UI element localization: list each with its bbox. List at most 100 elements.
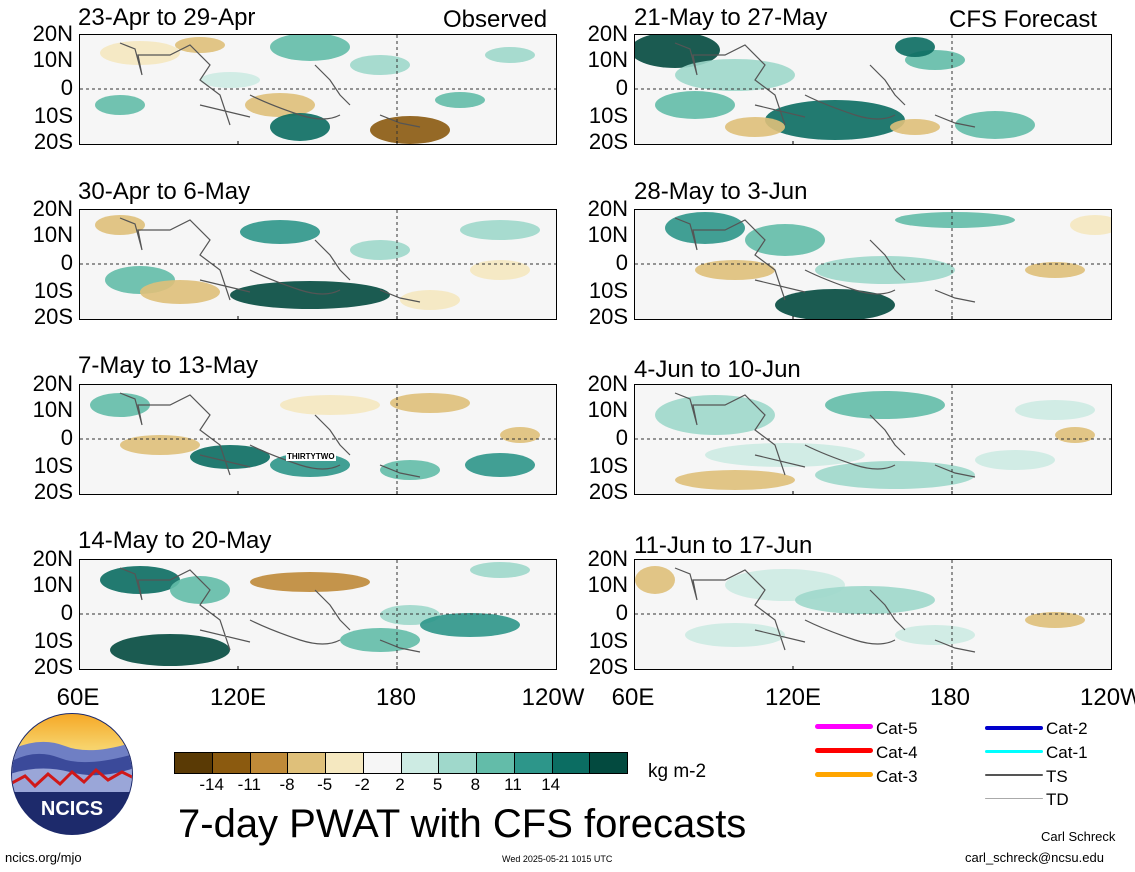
lat-label: 0 <box>60 600 73 625</box>
logo-text: NCICS <box>41 798 103 820</box>
panel-title: 30-Apr to 6-May <box>78 178 251 205</box>
panel-title: 14-May to 20-May <box>78 527 272 554</box>
anomaly-blob <box>140 280 220 304</box>
anomaly-blob <box>190 445 270 469</box>
lat-label: 20S <box>33 304 73 329</box>
anomaly-blob <box>95 95 145 115</box>
panel-title: 11-Jun to 17-Jun <box>634 532 813 559</box>
panel-title: 4-Jun to 10-Jun <box>634 356 801 383</box>
anomaly-blob <box>465 453 535 477</box>
lon-label: 120E <box>209 684 267 711</box>
colorbar-swatch <box>476 753 514 773</box>
panel-tag: CFS Forecast <box>949 6 1098 33</box>
colorbar-swatch <box>175 753 212 773</box>
anomaly-blob <box>460 220 540 240</box>
lat-label: 10S <box>33 628 73 653</box>
coastline <box>674 42 976 128</box>
lat-label: 20S <box>588 654 628 679</box>
anomaly-blob <box>240 220 320 244</box>
lat-label: 10S <box>588 453 628 478</box>
site-link[interactable]: ncics.org/mjo <box>5 850 82 865</box>
storm-label: THIRTYTWO <box>286 452 336 461</box>
coastline <box>119 567 421 653</box>
coastline <box>674 217 976 303</box>
anomaly-blob <box>895 212 1015 228</box>
lat-label: 10S <box>33 453 73 478</box>
colorbar-swatch <box>551 753 590 773</box>
lat-label: 10N <box>32 572 73 597</box>
anomaly-blob <box>665 212 745 244</box>
anomaly-blob <box>1070 215 1111 235</box>
colorbar-swatch <box>325 753 363 773</box>
anomaly-blob <box>1015 400 1095 420</box>
anomaly-blob <box>350 240 410 260</box>
panel-title: 7-May to 13-May <box>78 352 259 379</box>
lon-label: 180 <box>929 684 971 711</box>
main-title: 7-day PWAT with CFS forecasts <box>178 802 747 846</box>
anomaly-blob <box>745 224 825 256</box>
timestamp: Wed 2025-05-21 1015 UTC <box>502 854 613 864</box>
pwat-map-panel <box>79 559 557 670</box>
legend-label: TD <box>1046 790 1069 809</box>
lat-label: 10S <box>588 103 628 128</box>
colorbar-swatch <box>438 753 476 773</box>
coastline <box>674 567 976 653</box>
lat-label: 20N <box>587 21 628 46</box>
legend-label: Cat-2 <box>1046 719 1088 738</box>
anomaly-blob <box>955 111 1035 139</box>
panel-tag: Observed <box>443 6 548 33</box>
anomaly-blob <box>765 100 905 140</box>
anomaly-blob <box>380 460 440 480</box>
anomaly-blob <box>815 461 975 489</box>
anomaly-blob <box>655 395 775 435</box>
anomaly-blob <box>200 72 260 88</box>
lat-label: 20N <box>587 196 628 221</box>
lat-label: 20N <box>32 546 73 571</box>
legend-swatch-ts <box>985 774 1043 776</box>
lat-label: 10S <box>588 278 628 303</box>
anomaly-blob <box>795 586 935 614</box>
lat-label: 0 <box>60 75 73 100</box>
lat-label: 10N <box>587 222 628 247</box>
colorbar-swatch <box>249 753 288 773</box>
legend-label: TS <box>1046 767 1068 786</box>
anomaly-blob <box>120 435 200 455</box>
anomaly-blob <box>500 427 540 443</box>
anomaly-blob <box>350 55 410 75</box>
anomaly-blob <box>675 59 795 91</box>
lat-label: 20N <box>32 371 73 396</box>
pwat-map-panel <box>79 209 557 320</box>
anomaly-blob <box>1025 612 1085 628</box>
colorbar-swatch <box>400 753 439 773</box>
ncics-logo: NCICS <box>10 712 134 836</box>
colorbar-tick-label: -2 <box>354 775 370 794</box>
colorbar-tick-label: -14 <box>199 775 224 794</box>
lon-label: 120W <box>521 684 585 711</box>
email-link[interactable]: carl_schreck@ncsu.edu <box>965 850 1104 865</box>
anomaly-blob <box>245 93 315 117</box>
lat-label: 10S <box>33 278 73 303</box>
anomaly-blob <box>695 260 775 280</box>
anomaly-blob <box>110 634 230 666</box>
lat-label: 0 <box>615 75 628 100</box>
anomaly-blob <box>420 613 520 637</box>
anomaly-blob <box>655 91 735 119</box>
anomaly-blob <box>635 566 675 594</box>
lat-label: 20S <box>33 129 73 154</box>
anomaly-blob <box>270 35 350 61</box>
colorbar-swatch <box>513 753 552 773</box>
anomaly-blob <box>170 576 230 604</box>
anomaly-blob <box>400 290 460 310</box>
anomaly-blob <box>895 625 975 645</box>
lat-label: 20S <box>33 654 73 679</box>
lat-label: 20S <box>588 479 628 504</box>
legend-swatch-cat5 <box>815 724 873 729</box>
anomaly-blob <box>815 256 955 284</box>
coastline <box>119 392 421 478</box>
lat-label: 10N <box>32 222 73 247</box>
lat-label: 20S <box>588 129 628 154</box>
lat-label: 0 <box>60 425 73 450</box>
anomaly-blob <box>725 117 785 137</box>
lat-label: 10S <box>588 628 628 653</box>
lat-label: 0 <box>615 425 628 450</box>
